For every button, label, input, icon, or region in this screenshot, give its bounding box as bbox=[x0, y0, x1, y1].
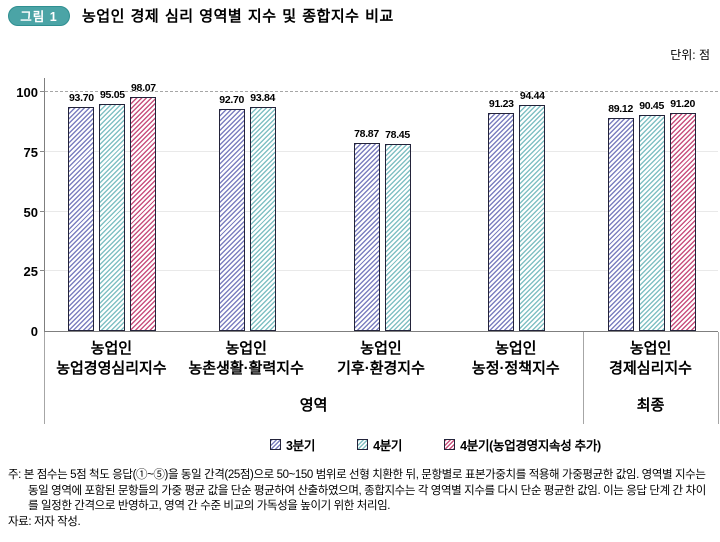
bar-value-label: 78.87 bbox=[354, 127, 379, 140]
category-label-line: 농업인 bbox=[90, 340, 133, 357]
grid-line-25 bbox=[45, 270, 718, 272]
category-label-line: 농업인 bbox=[495, 340, 537, 357]
bar-4분기-group5 bbox=[638, 114, 665, 331]
category-label-line: 기후·환경지수 bbox=[337, 360, 425, 377]
y-tick-label-50: 50 bbox=[23, 204, 38, 220]
legend-label: 3분기 bbox=[286, 439, 316, 453]
bar-value-label: 94.44 bbox=[519, 90, 545, 103]
section-divider-0 bbox=[44, 332, 45, 424]
category-label-line: 농정·정책지수 bbox=[471, 360, 560, 377]
grid-line-100 bbox=[45, 91, 718, 92]
bar-4분기-group1 bbox=[99, 103, 126, 331]
y-axis-tick bbox=[40, 91, 45, 92]
figure-number-badge: 그림 1 bbox=[8, 5, 70, 26]
y-tick-label-75: 75 bbox=[23, 144, 38, 160]
section-divider-1 bbox=[583, 332, 585, 424]
y-tick-label-0: 0 bbox=[30, 324, 38, 339]
bar-value-label: 89.12 bbox=[608, 103, 633, 116]
section-label-최종: 최종 bbox=[636, 397, 665, 414]
legend-item-4분기: 4분기 bbox=[357, 435, 402, 454]
bar-value-label: 98.07 bbox=[131, 81, 156, 94]
bar-3분기-group5 bbox=[607, 118, 634, 331]
category-label-line: 농업경영심리지수 bbox=[56, 360, 167, 377]
legend-swatch-icon bbox=[270, 439, 281, 450]
legend-swatch-icon bbox=[444, 439, 456, 450]
bar-value-label: 90.45 bbox=[639, 99, 664, 112]
legend-item-3분기: 3분기 bbox=[270, 435, 315, 454]
y-tick-label-25: 25 bbox=[23, 264, 38, 280]
bar-4분기(농업경영지속성 추가)-group5 bbox=[669, 113, 696, 331]
y-tick-label-100: 100 bbox=[16, 85, 38, 100]
bar-value-label: 95.05 bbox=[100, 88, 125, 101]
footnotes: 주: 본 점수는 5점 척도 응답(①~⑤)을 동일 간격(25점)으로 50~… bbox=[8, 468, 714, 530]
legend-label: 4분기(농업경영지속성 추가) bbox=[460, 439, 601, 453]
category-label-line: 경제심리지수 bbox=[609, 360, 692, 377]
bar-value-label: 93.70 bbox=[69, 92, 94, 105]
y-axis-labels: 0 25 50 75 100 bbox=[0, 78, 38, 339]
category-label-line: 농업인 bbox=[629, 340, 672, 357]
category-label-line: 농업인 bbox=[360, 340, 402, 357]
y-axis-tick bbox=[40, 150, 45, 152]
bar-3분기-group1 bbox=[68, 107, 95, 331]
grid-line-50 bbox=[45, 210, 718, 212]
legend-label: 4분기 bbox=[373, 439, 403, 453]
legend-swatch-icon bbox=[357, 439, 369, 450]
y-axis-tick bbox=[40, 210, 45, 212]
bar-3분기-group4 bbox=[488, 112, 515, 331]
category-label-line: 농업인 bbox=[225, 340, 267, 357]
chart-legend: 3분기 4분기 4분기(농업경영지속성 추가) bbox=[270, 435, 601, 454]
section-label-영역: 영역 bbox=[299, 397, 328, 414]
bar-3분기-group3 bbox=[353, 142, 380, 331]
bar-4분기-group3 bbox=[384, 143, 411, 331]
grid-line-75 bbox=[45, 150, 718, 152]
legend-item-4분기(농업경영지속성 추가): 4분기(농업경영지속성 추가) bbox=[444, 435, 601, 454]
bar-4분기-group2 bbox=[249, 106, 276, 331]
bar-4분기-group4 bbox=[519, 105, 546, 331]
section-divider-2 bbox=[718, 332, 719, 424]
bar-3분기-group2 bbox=[218, 109, 245, 331]
figure-header: 그림 1 농업인 경제 심리 영역별 지수 및 종합지수 비교 bbox=[8, 5, 394, 26]
bar-value-label: 92.70 bbox=[219, 94, 245, 107]
y-axis-tick bbox=[40, 270, 45, 272]
source-text: 자료: 저자 작성. bbox=[8, 515, 81, 528]
bar-value-label: 78.45 bbox=[385, 128, 410, 141]
note-text: 주: 본 점수는 5점 척도 응답(①~⑤)을 동일 간격(25점)으로 50~… bbox=[8, 469, 706, 512]
figure-title: 농업인 경제 심리 영역별 지수 및 종합지수 비교 bbox=[82, 7, 394, 25]
bar-value-label: 91.23 bbox=[488, 97, 514, 110]
bar-value-label: 93.84 bbox=[250, 91, 276, 104]
category-label-line: 농촌생활·활력지수 bbox=[188, 360, 304, 377]
bar-4분기(농업경영지속성 추가)-group1 bbox=[130, 96, 157, 331]
unit-label: 단위: 점 bbox=[670, 48, 710, 62]
bar-value-label: 91.20 bbox=[670, 98, 695, 111]
x-axis-label-area: 농업인 농업경영심리지수 농업인 농촌생활·활력지수 농업인 기후·환경지수 농업인 농정·정… bbox=[44, 332, 719, 426]
plot-area: 93.70 95.05 98.07 92.70 93.84 78.87 78.45 91.23… bbox=[40, 78, 718, 332]
